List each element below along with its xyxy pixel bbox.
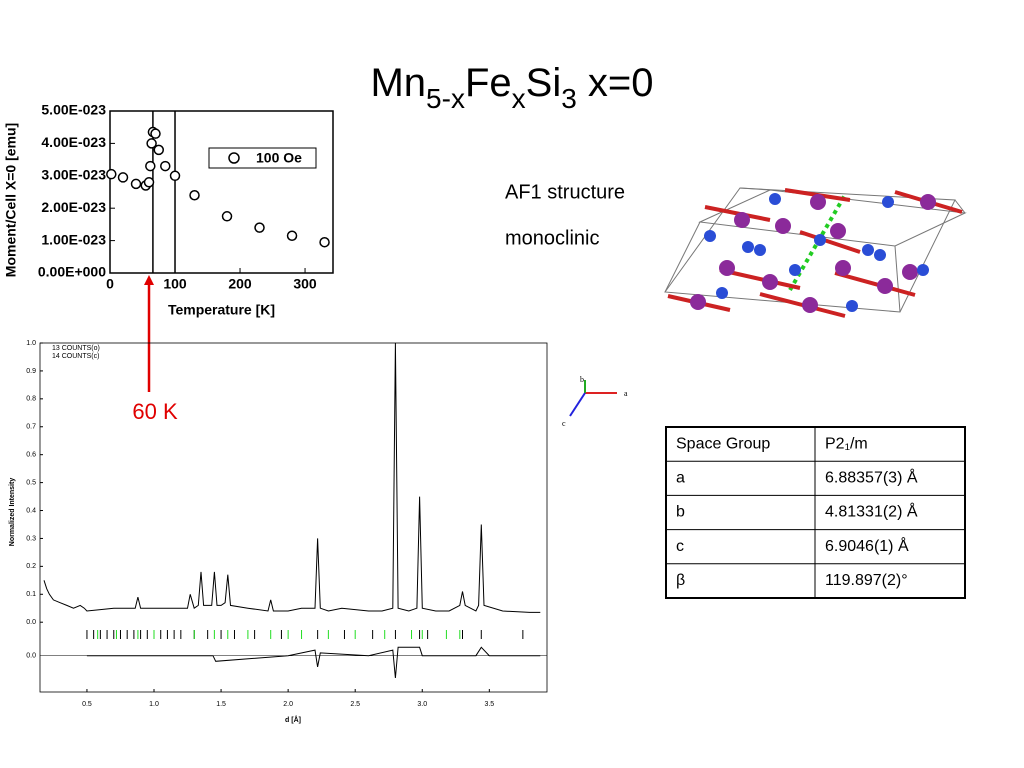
plot-frame [39, 342, 548, 693]
x-tick-label: 1.0 [149, 701, 159, 708]
arrow-head [144, 275, 155, 285]
table-cell: Space Group [676, 435, 770, 452]
y-tick-label: 0.4 [26, 507, 36, 514]
y-axis-label: Moment/Cell X=0 [emu] [3, 123, 19, 277]
y-tick-label: 4.00E-023 [41, 134, 106, 150]
x-tick-label: 300 [293, 276, 317, 292]
legend-label: 14 COUNTS(c) [52, 353, 99, 360]
y-tick-label: 3.00E-023 [41, 167, 106, 183]
y-tick-label: 0.7 [26, 424, 36, 431]
data-point [153, 144, 165, 156]
x-tick-label: 1.5 [216, 701, 226, 708]
table-cell: c [676, 538, 684, 555]
data-point [169, 170, 181, 182]
y-tick-label: 2.00E-023 [41, 199, 106, 215]
axis-triad: a b c [562, 375, 628, 428]
data-point [286, 230, 298, 241]
annotation-label: 60 K [132, 399, 178, 424]
data-point [221, 211, 233, 222]
data-point [319, 236, 330, 248]
x-tick-label: 0.5 [82, 701, 92, 708]
x-axis-label: d [Å] [285, 715, 301, 724]
y-tick-label: 0.0 [26, 619, 36, 626]
data-point [254, 222, 265, 233]
y-tick-label: 0.0 [26, 653, 36, 660]
y-tick-label: 5.00E-023 [41, 102, 106, 118]
table-cell: 119.897(2)° [825, 572, 908, 589]
data-point [145, 160, 156, 172]
x-tick-label: 100 [163, 276, 187, 292]
crystal-structure [664, 187, 967, 318]
y-tick-label: 1.0 [26, 340, 36, 347]
axis-label: a [624, 389, 628, 398]
y-tick-label: 0.9 [26, 368, 36, 375]
y-tick-label: 1.00E-023 [41, 231, 106, 247]
title-part: x [512, 83, 526, 114]
magnetization-chart: 0.00E+000 1.00E-023 2.00E-023 3.00E-023 4.00… [3, 102, 334, 318]
x-tick-label: 2.5 [350, 701, 360, 708]
axis-label: c [562, 419, 566, 428]
table-cell: 6.9046(1) Å [825, 536, 909, 555]
x-tick-label: 3.0 [417, 701, 427, 708]
table-cell: β [676, 572, 685, 589]
title-part: 3 [561, 83, 577, 114]
data-point [160, 160, 171, 172]
y-tick-label: 0.3 [26, 535, 36, 542]
y-tick-label: 0.8 [26, 396, 36, 403]
data-point [150, 128, 161, 139]
y-tick-label: 0.2 [26, 563, 36, 570]
legend-marker [228, 152, 240, 164]
y-axis-label: Normalized Intensity [9, 478, 16, 547]
data-point [106, 168, 117, 180]
data-point [143, 177, 155, 188]
legend-label: 13 COUNTS(o) [52, 345, 100, 352]
observed-line [43, 342, 541, 613]
x-tick-label: 3.5 [484, 701, 494, 708]
plot-frame [109, 110, 334, 274]
y-tick-label: 0.1 [26, 591, 36, 598]
axis-label: b [580, 375, 584, 384]
table-cell: 6.88357(3) Å [825, 468, 918, 487]
y-tick-label: 0.5 [26, 479, 36, 486]
y-tick-label: 0.6 [26, 452, 36, 459]
title-part: Mn [370, 61, 426, 105]
structure-label: monoclinic [505, 227, 599, 249]
title-part: x=0 [577, 61, 654, 105]
title-part: 5-x [426, 83, 465, 114]
table-cell: 4.81331(2) Å [825, 502, 918, 521]
table-cell: b [676, 504, 685, 521]
data-point [189, 189, 200, 201]
x-tick-label: 0 [106, 276, 114, 292]
difference-line [86, 646, 541, 679]
lattice-table: Space Group P2₁/m a 6.88357(3) Å b 4.81331(2)… [665, 426, 966, 599]
title-part: Fe [465, 61, 512, 105]
slide-title: Mn5-xFexSi3 x=0 [370, 61, 653, 114]
data-point [146, 138, 157, 149]
table-cell: P2₁/m [825, 435, 868, 452]
diffraction-chart: 0.0 0.1 0.2 0.3 0.4 0.5 0.6 0.7 0.8 0.9 1.0 0.0 0.5 1… [9, 340, 548, 724]
x-tick-label: 2.0 [283, 701, 293, 708]
title-part: Si [526, 61, 562, 105]
table-cell: a [676, 470, 685, 487]
data-point [130, 178, 142, 190]
y-tick-label: 0.00E+000 [38, 264, 106, 280]
data-point [117, 172, 129, 183]
structure-label: AF1 structure [505, 181, 625, 203]
legend-label: 100 Oe [256, 150, 302, 166]
x-tick-label: 200 [228, 276, 252, 292]
x-axis-label: Temperature [K] [168, 302, 275, 318]
